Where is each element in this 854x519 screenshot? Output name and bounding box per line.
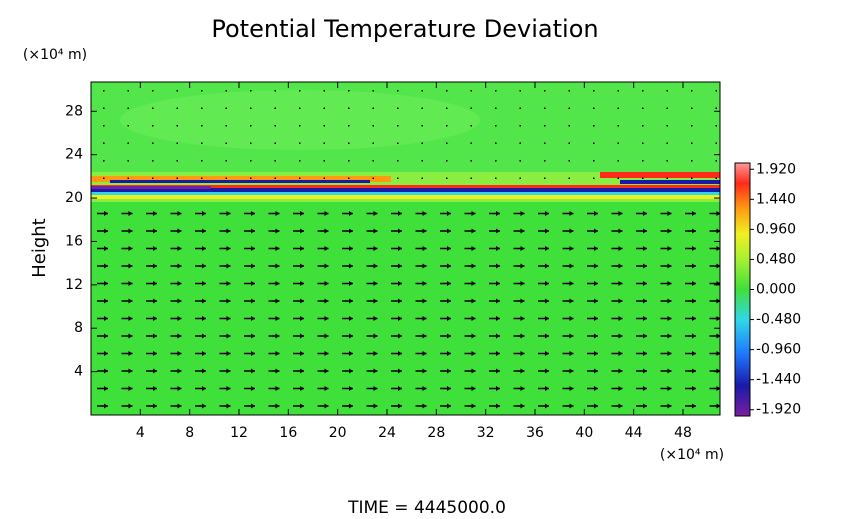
colorbar-tick-label: -0.480 <box>756 312 801 328</box>
colorbar-tick-label: -1.440 <box>756 372 801 388</box>
x-tick-label: 16 <box>279 425 297 441</box>
colorbar <box>734 162 751 417</box>
x-tick-label: 20 <box>329 425 347 441</box>
x-tick-label: 40 <box>575 425 593 441</box>
y-tick-label: 12 <box>65 277 83 293</box>
x-tick-label: 8 <box>185 425 194 441</box>
y-tick-label: 16 <box>65 233 83 249</box>
x-tick-label: 24 <box>378 425 396 441</box>
colorbar-tick-label: -0.960 <box>756 342 801 358</box>
y-tick-label: 20 <box>65 190 83 206</box>
plot-frame <box>90 81 721 416</box>
chart-title: Potential Temperature Deviation <box>211 15 598 43</box>
colorbar-tick-label: 1.920 <box>756 161 796 177</box>
colorbar-tick-label: 0.000 <box>756 282 796 298</box>
x-tick-label: 32 <box>477 425 495 441</box>
field <box>91 82 720 415</box>
x-tick-label: 48 <box>674 425 692 441</box>
y-tick-label: 4 <box>74 364 83 380</box>
x-tick-label: 28 <box>427 425 445 441</box>
time-label: TIME = 4445000.0 <box>347 498 506 518</box>
y-unit: (×10⁴ m) <box>23 47 87 63</box>
y-tick-label: 24 <box>65 147 83 163</box>
y-tick-label: 28 <box>65 103 83 119</box>
colorbar-tick-label: -1.920 <box>756 402 801 418</box>
x-tick-label: 12 <box>230 425 248 441</box>
x-tick-label: 4 <box>136 425 145 441</box>
y-tick-label: 8 <box>74 320 83 336</box>
colorbar-tick-label: 0.480 <box>756 251 796 267</box>
x-tick-label: 36 <box>526 425 544 441</box>
x-tick-label: 44 <box>625 425 643 441</box>
y-axis-label: Height <box>29 218 50 278</box>
colorbar-tick-label: 1.440 <box>756 191 796 207</box>
x-unit: (×10⁴ m) <box>660 447 724 463</box>
colorbar-tick-label: 0.960 <box>756 221 796 237</box>
